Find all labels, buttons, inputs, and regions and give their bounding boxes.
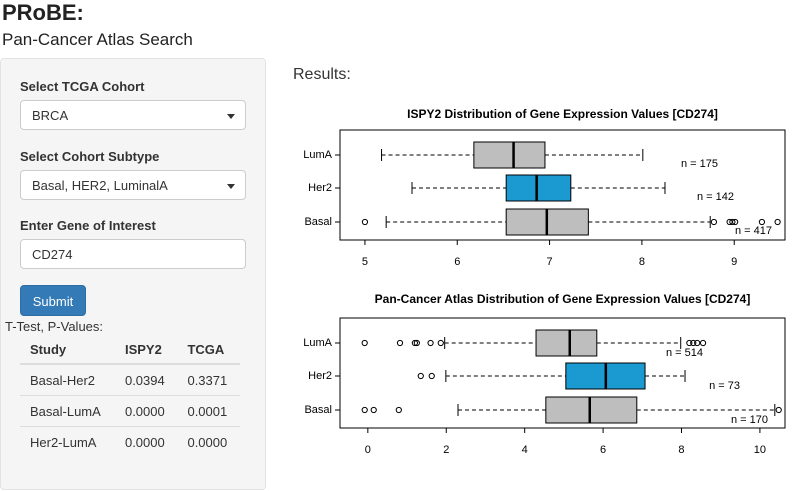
- table-cell: 0.0000: [114, 426, 178, 457]
- category-label: Her2: [308, 370, 332, 382]
- outlier: [732, 218, 739, 226]
- x-tick-label: 7: [547, 256, 553, 268]
- outlier: [758, 218, 766, 226]
- table-header: Study: [20, 336, 115, 365]
- category-label: Her2: [308, 182, 332, 194]
- category-label: Basal: [304, 404, 332, 416]
- n-label: n = 175: [681, 158, 718, 170]
- table-row: Her2-LumA 0.0000 0.0000: [20, 426, 240, 457]
- n-label: n = 73: [709, 380, 740, 392]
- x-tick-label: 2: [443, 444, 449, 456]
- x-tick-label: 6: [600, 444, 606, 456]
- subtype-label: Select Cohort Subtype: [20, 149, 160, 164]
- x-tick-label: 8: [639, 256, 645, 268]
- pvalue-table: Study ISPY2 TCGA Basal-Her2 0.0394 0.3371 Basa…: [20, 336, 240, 457]
- outlier: [361, 339, 368, 347]
- table-cell: 0.0000: [177, 426, 240, 457]
- submit-button[interactable]: Submit: [20, 285, 86, 316]
- x-tick-label: 8: [678, 444, 684, 456]
- chart-title: Pan-Cancer Atlas Distribution of Gene Ex…: [375, 292, 751, 306]
- table-cell: 0.0394: [114, 363, 178, 396]
- outlier: [427, 339, 434, 347]
- subtype-value: Basal, HER2, LuminalA: [32, 178, 168, 193]
- plot-frame: [339, 129, 786, 241]
- subtype-select[interactable]: Basal, HER2, LuminalA: [20, 170, 246, 200]
- outlier: [699, 339, 707, 347]
- x-tick-label: 6: [454, 256, 460, 268]
- plot-frame: [339, 317, 786, 429]
- outlier: [413, 339, 420, 347]
- chart-title: ISPY2 Distribution of Gene Expression Va…: [407, 107, 718, 121]
- box: [505, 174, 572, 202]
- box: [535, 329, 598, 357]
- category-label: Basal: [304, 216, 332, 228]
- table-caption: T-Test, P-Values:: [5, 319, 104, 334]
- table-row: Basal-LumA 0.0000 0.0001: [20, 395, 240, 427]
- outlier: [686, 339, 693, 347]
- n-label: n = 514: [666, 347, 703, 359]
- category-label: LumA: [303, 149, 332, 161]
- x-tick-label: 0: [365, 444, 371, 456]
- outlier: [710, 218, 718, 226]
- gene-label: Enter Gene of Interest: [20, 218, 156, 233]
- table-cell: 0.0001: [177, 395, 240, 427]
- table-cell: Basal-Her2: [20, 363, 115, 396]
- n-label: n = 142: [697, 191, 734, 203]
- app-subtitle: Pan-Cancer Atlas Search: [2, 30, 193, 49]
- x-tick-label: 4: [522, 444, 528, 456]
- table-header: ISPY2: [114, 336, 178, 365]
- outlier: [361, 218, 369, 226]
- n-label: n = 417: [735, 225, 772, 237]
- outlier: [729, 218, 736, 226]
- outlier: [361, 406, 368, 414]
- outlier: [411, 339, 418, 347]
- gene-value: CD274: [32, 247, 73, 262]
- results-label: Results:: [293, 66, 351, 83]
- outlier: [775, 406, 782, 414]
- box: [473, 141, 546, 169]
- outlier: [395, 406, 402, 414]
- table-cell: 0.3371: [177, 363, 240, 396]
- cohort-select[interactable]: BRCA: [20, 100, 246, 130]
- box: [545, 396, 638, 424]
- cohort-value: BRCA: [32, 108, 69, 123]
- x-tick-label: 5: [362, 256, 368, 268]
- outlier: [437, 339, 444, 347]
- table-header: TCGA: [177, 336, 240, 365]
- app-title: PRoBE:: [2, 0, 84, 25]
- x-tick-label: 9: [731, 256, 737, 268]
- outlier: [428, 372, 435, 380]
- table-cell: 0.0000: [114, 395, 178, 427]
- outlier: [774, 218, 781, 226]
- outlier: [694, 339, 701, 347]
- outlier: [370, 406, 377, 414]
- n-label: n = 170: [731, 414, 768, 426]
- cohort-label: Select TCGA Cohort: [20, 79, 145, 94]
- table-cell: Her2-LumA: [20, 426, 115, 457]
- outlier: [396, 339, 404, 347]
- outlier: [417, 372, 424, 380]
- x-tick-label: 10: [754, 444, 766, 456]
- table-cell: Basal-LumA: [20, 395, 115, 427]
- outlier: [690, 339, 697, 347]
- table-row: Basal-Her2 0.0394 0.3371: [20, 363, 240, 396]
- category-label: LumA: [303, 337, 332, 349]
- gene-input[interactable]: CD274: [20, 239, 246, 269]
